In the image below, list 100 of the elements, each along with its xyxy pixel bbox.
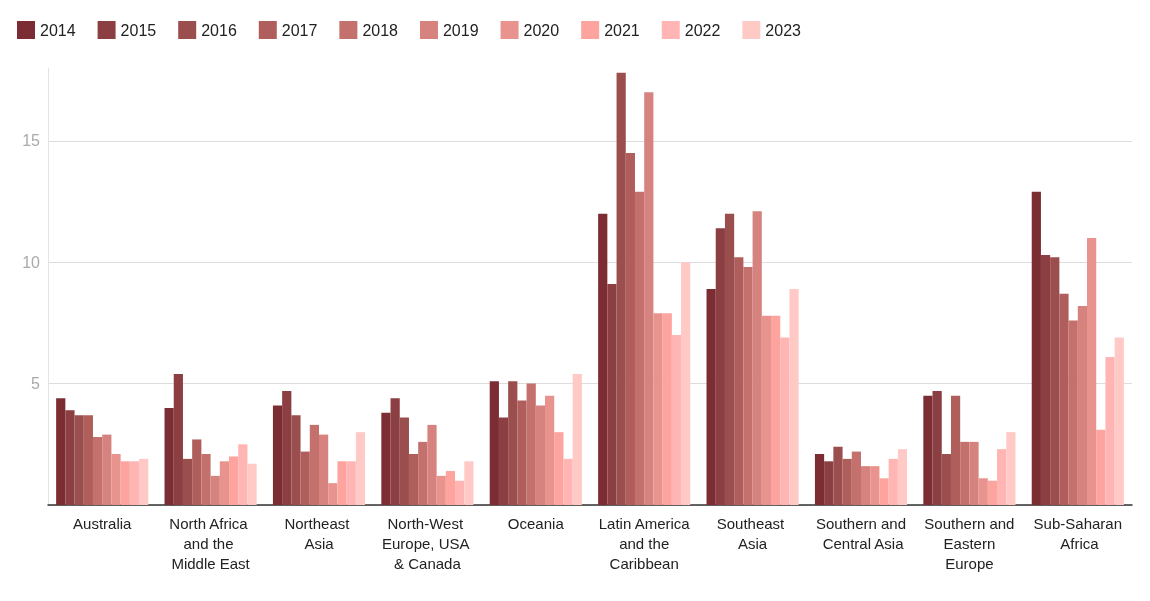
bar bbox=[120, 461, 130, 505]
bar bbox=[164, 407, 174, 505]
bar bbox=[517, 400, 527, 505]
bar bbox=[489, 381, 499, 505]
bar bbox=[337, 461, 347, 505]
bar bbox=[309, 424, 319, 505]
bar bbox=[888, 458, 898, 505]
x-tick-label: Southern and Central Asia bbox=[815, 514, 907, 552]
bar bbox=[111, 454, 121, 505]
legend-label: 2015 bbox=[120, 21, 157, 39]
legend-label: 2022 bbox=[684, 21, 721, 39]
bar bbox=[969, 441, 979, 505]
bar bbox=[833, 446, 843, 505]
bar bbox=[74, 415, 84, 505]
bar bbox=[436, 475, 446, 505]
bar bbox=[870, 466, 880, 505]
bar bbox=[563, 458, 573, 505]
legend-label: 2016 bbox=[201, 21, 237, 39]
bar bbox=[842, 458, 852, 505]
y-tick-label: 10 bbox=[22, 253, 41, 271]
bar bbox=[987, 480, 998, 505]
bar bbox=[102, 434, 112, 505]
bar bbox=[960, 441, 970, 505]
bar bbox=[1068, 320, 1078, 505]
bar bbox=[681, 262, 691, 505]
bar bbox=[780, 337, 790, 505]
bar bbox=[1114, 337, 1124, 505]
bar bbox=[390, 398, 400, 505]
bar bbox=[923, 395, 933, 505]
x-tick-label: Southeast Asia bbox=[716, 514, 789, 552]
bar bbox=[1050, 257, 1060, 505]
bar bbox=[1077, 305, 1088, 505]
bar bbox=[625, 152, 635, 505]
bar bbox=[932, 390, 942, 505]
bar bbox=[300, 451, 310, 505]
bar bbox=[879, 478, 889, 505]
bar bbox=[598, 213, 608, 505]
y-tick-label: 15 bbox=[22, 132, 41, 150]
bar bbox=[238, 444, 248, 505]
bar bbox=[897, 449, 908, 505]
bar bbox=[346, 461, 356, 505]
bar bbox=[706, 288, 716, 505]
bar bbox=[607, 284, 617, 505]
bar bbox=[789, 288, 799, 505]
bar bbox=[644, 92, 654, 505]
bar bbox=[92, 437, 103, 505]
legend-label: 2020 bbox=[523, 21, 560, 39]
bar bbox=[455, 480, 465, 505]
bar bbox=[814, 454, 825, 505]
bar bbox=[427, 424, 437, 505]
bar bbox=[743, 267, 753, 505]
legend-label: 2017 bbox=[281, 21, 318, 39]
bar bbox=[355, 432, 366, 505]
legend-label: 2023 bbox=[765, 21, 802, 39]
bar bbox=[83, 415, 93, 505]
bar bbox=[616, 72, 626, 505]
x-tick-label: Australia bbox=[73, 514, 133, 532]
bar bbox=[408, 454, 419, 505]
bar bbox=[182, 458, 193, 505]
x-tick-label: Sub-Saharan Africa bbox=[1033, 514, 1122, 552]
bar bbox=[1031, 191, 1041, 505]
bar bbox=[381, 412, 391, 505]
bar bbox=[418, 441, 428, 505]
bar bbox=[634, 191, 645, 505]
bar bbox=[941, 454, 951, 505]
bar bbox=[1006, 432, 1016, 505]
bar bbox=[272, 405, 283, 505]
bar bbox=[291, 415, 301, 505]
bar bbox=[319, 434, 329, 505]
x-tick-label: Southern and Eastern Europe bbox=[924, 514, 1015, 572]
bar bbox=[724, 213, 735, 505]
bar bbox=[950, 395, 961, 505]
x-tick-label: North-West Europe, USA & Canada bbox=[381, 514, 473, 572]
bar bbox=[247, 463, 257, 505]
x-tick-label: North Africa and the Middle East bbox=[169, 514, 252, 572]
bar bbox=[1040, 254, 1051, 505]
bar bbox=[545, 395, 555, 505]
bar bbox=[535, 405, 546, 505]
bar bbox=[508, 381, 518, 505]
bar bbox=[761, 315, 772, 505]
bar bbox=[399, 417, 409, 505]
bar bbox=[554, 432, 564, 505]
bar bbox=[752, 211, 762, 505]
bar bbox=[572, 373, 582, 505]
bar bbox=[219, 461, 230, 505]
bar bbox=[56, 398, 66, 505]
bar bbox=[526, 383, 536, 505]
bar bbox=[851, 451, 861, 505]
bar bbox=[997, 449, 1007, 505]
x-tick-label: Latin America and the Caribbean bbox=[598, 514, 691, 572]
bar bbox=[192, 439, 202, 505]
bar bbox=[498, 417, 509, 505]
bar bbox=[1087, 237, 1097, 505]
bar bbox=[861, 466, 871, 505]
bar bbox=[771, 315, 781, 505]
legend-label: 2018 bbox=[362, 21, 399, 39]
bar bbox=[734, 257, 744, 505]
bar bbox=[1059, 293, 1069, 505]
x-tick-label: Northeast Asia bbox=[284, 514, 354, 552]
bar bbox=[229, 456, 239, 505]
